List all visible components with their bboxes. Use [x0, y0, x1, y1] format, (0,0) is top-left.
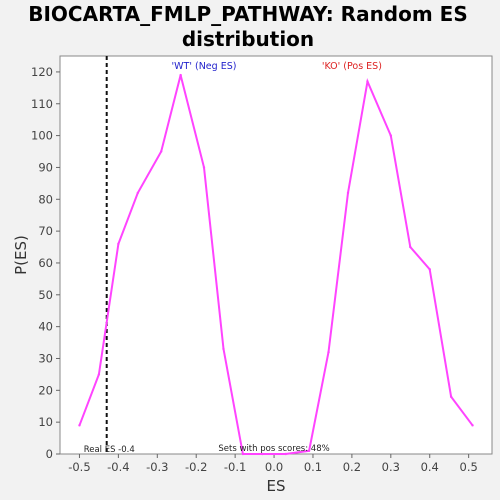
- y-tick-label: 30: [38, 351, 53, 365]
- data-point: [159, 150, 163, 153]
- x-tick-label: 0.5: [460, 460, 478, 474]
- data-point: [327, 350, 330, 354]
- data-point: [409, 245, 412, 249]
- data-point: [222, 347, 225, 351]
- data-point: [117, 242, 120, 246]
- y-tick-label: 60: [38, 256, 53, 270]
- data-point: [241, 452, 245, 456]
- y-axis-label: P(ES): [12, 235, 30, 275]
- annotation-ko-pos-es: 'KO' (Pos ES): [322, 61, 382, 72]
- data-point: [307, 449, 311, 453]
- data-point: [346, 191, 350, 195]
- data-point: [97, 373, 101, 376]
- x-tick-label: 0.0: [265, 460, 283, 474]
- data-point: [179, 73, 182, 77]
- data-point: [261, 452, 264, 456]
- y-tick-label: 20: [38, 383, 53, 397]
- y-tick-label: 120: [31, 65, 53, 79]
- data-point: [78, 424, 81, 427]
- y-tick-label: 0: [46, 447, 53, 461]
- x-tick-label: 0.3: [382, 460, 400, 474]
- data-point: [202, 166, 206, 169]
- y-tick-label: 80: [38, 192, 53, 206]
- y-tick-label: 70: [38, 224, 53, 238]
- data-point: [284, 452, 287, 456]
- data-point: [366, 80, 369, 83]
- data-point: [449, 395, 453, 398]
- annotation-wt-neg-es: 'WT' (Neg ES): [172, 61, 237, 72]
- x-tick-label: 0.4: [421, 460, 439, 474]
- x-tick-label: 0.1: [304, 460, 322, 474]
- x-axis: -0.5 -0.4 -0.3 -0.2 -0.1 0.0 0.1 0.2 0.3 0.4 0.5: [68, 454, 478, 474]
- x-tick-label: -0.5: [68, 460, 90, 474]
- y-tick-label: 110: [31, 97, 53, 111]
- pos-scores-note: Sets with pos scores: 48%: [218, 444, 329, 454]
- y-axis: 0 10 20 30 40 50 60 70 80 90 100 110 120: [31, 65, 60, 461]
- x-tick-label: -0.4: [107, 460, 129, 474]
- data-point: [136, 191, 140, 195]
- chart-title-line2: distribution: [182, 27, 314, 51]
- y-tick-label: 50: [38, 288, 53, 302]
- y-tick-label: 10: [38, 415, 53, 429]
- x-tick-label: -0.3: [146, 460, 168, 474]
- data-point: [471, 424, 474, 427]
- plot-area: [59, 55, 493, 455]
- data-point: [389, 134, 393, 137]
- y-tick-label: 100: [31, 129, 53, 143]
- x-axis-label: ES: [267, 477, 286, 495]
- x-tick-label: -0.2: [185, 460, 207, 474]
- es-distribution-points: [78, 73, 474, 456]
- data-point: [428, 268, 431, 271]
- real-es-label: Real ES -0.4: [84, 445, 135, 455]
- es-distribution-line: [78, 74, 474, 455]
- x-tick-label: 0.2: [343, 460, 361, 474]
- y-tick-label: 40: [38, 320, 53, 334]
- chart-title-line1: BIOCARTA_FMLP_PATHWAY: Random ES: [28, 2, 468, 26]
- y-tick-label: 90: [38, 160, 53, 174]
- x-tick-label: -0.1: [224, 460, 246, 474]
